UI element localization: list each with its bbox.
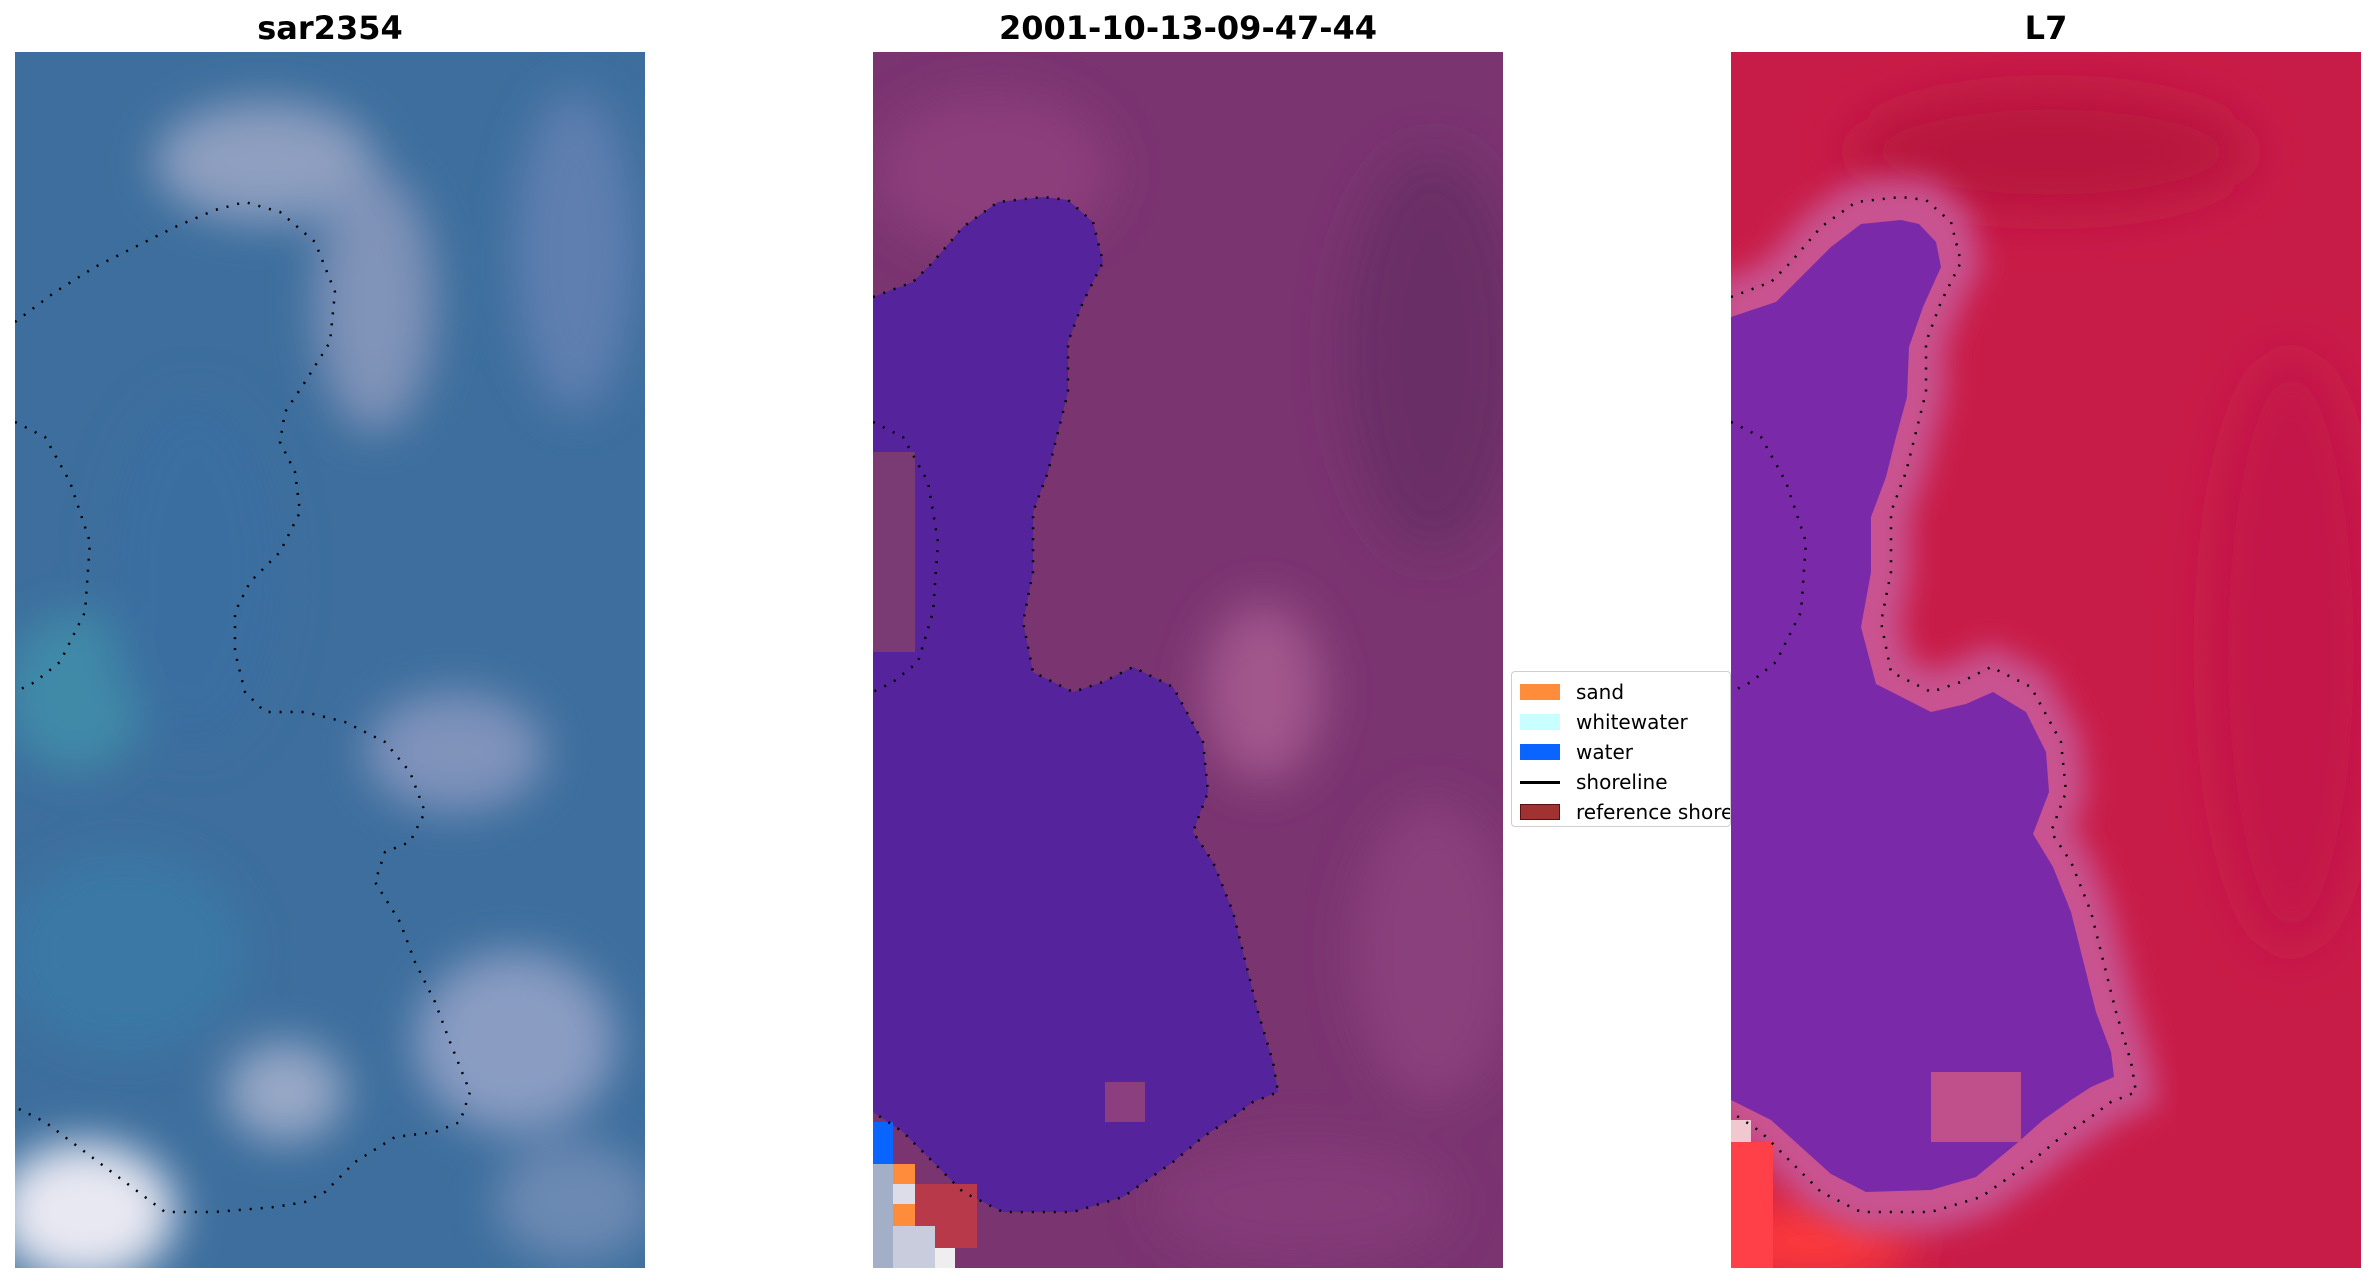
rgb-image: [15, 52, 645, 1268]
panel-title-index: L7: [2024, 9, 2068, 47]
index-image-panel: [1731, 52, 2361, 1268]
shoreline: [873, 195, 1280, 1214]
classified-image-panel: [873, 52, 1503, 1268]
legend-item-water: water: [1520, 738, 1633, 766]
legend-item-whitewater: whitewater: [1520, 708, 1688, 736]
legend-label: water: [1576, 740, 1633, 764]
legend-item-shoreline: shoreline: [1520, 768, 1668, 796]
classified-image: [873, 52, 1503, 1268]
water-index-region: [1731, 220, 2114, 1192]
legend-label: sand: [1576, 680, 1625, 704]
shoreline: [1731, 195, 2138, 1214]
sand-swatch: [1520, 684, 1560, 700]
rgb-image-panel: [15, 52, 645, 1268]
shoreline-line-swatch: [1520, 780, 1560, 784]
legend-label: whitewater: [1576, 710, 1688, 734]
whitewater-swatch: [1520, 714, 1560, 730]
legend: sand whitewater water shoreline referenc…: [1511, 671, 1731, 827]
water-swatch: [1520, 744, 1560, 760]
panel-title-classified: 2001-10-13-09-47-44: [998, 9, 1378, 47]
legend-item-sand: sand: [1520, 678, 1624, 706]
reference-shoreline-swatch: [1520, 804, 1560, 820]
shoreline: [15, 200, 472, 1214]
legend-item-reference-shoreline: reference shoreline: [1520, 798, 1730, 826]
legend-label: reference shoreline: [1576, 800, 1730, 824]
legend-label: shoreline: [1576, 770, 1668, 794]
index-image: [1731, 52, 2361, 1268]
water-class-region: [873, 197, 1278, 1212]
panel-title-rgb: sar2354: [257, 9, 403, 47]
